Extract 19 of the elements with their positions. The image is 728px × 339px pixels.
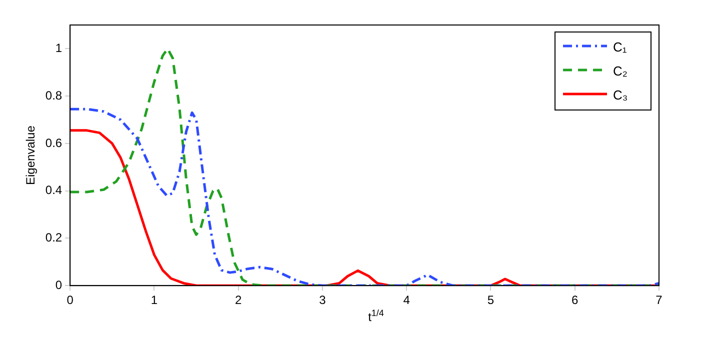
x-axis-title: t$^{1/4}$ [368,308,384,324]
legend-label: C₃ [613,88,628,103]
legend-label: C₁ [613,40,628,55]
y-axis-title: Eigenvalue [24,125,38,185]
y-tick-label: 0 [55,278,62,292]
x-tick-label: 7 [656,293,663,308]
x-tick-label: 6 [572,293,579,308]
y-tick-label: 0.6 [45,136,62,150]
legend-label: C₂ [613,64,628,79]
x-tick-label: 2 [235,293,242,308]
y-tick-label: 0.4 [45,183,62,198]
x-tick-label: 4 [403,293,410,308]
y-tick-label: 0.2 [45,230,62,245]
y-tick-label: 0.8 [45,88,62,102]
x-tick-label: 5 [487,293,494,308]
y-tick-label: 1 [55,41,62,56]
x-tick-label: 1 [150,293,158,308]
x-tick-label: 0 [66,293,74,308]
x-tick-label: 3 [319,293,326,308]
